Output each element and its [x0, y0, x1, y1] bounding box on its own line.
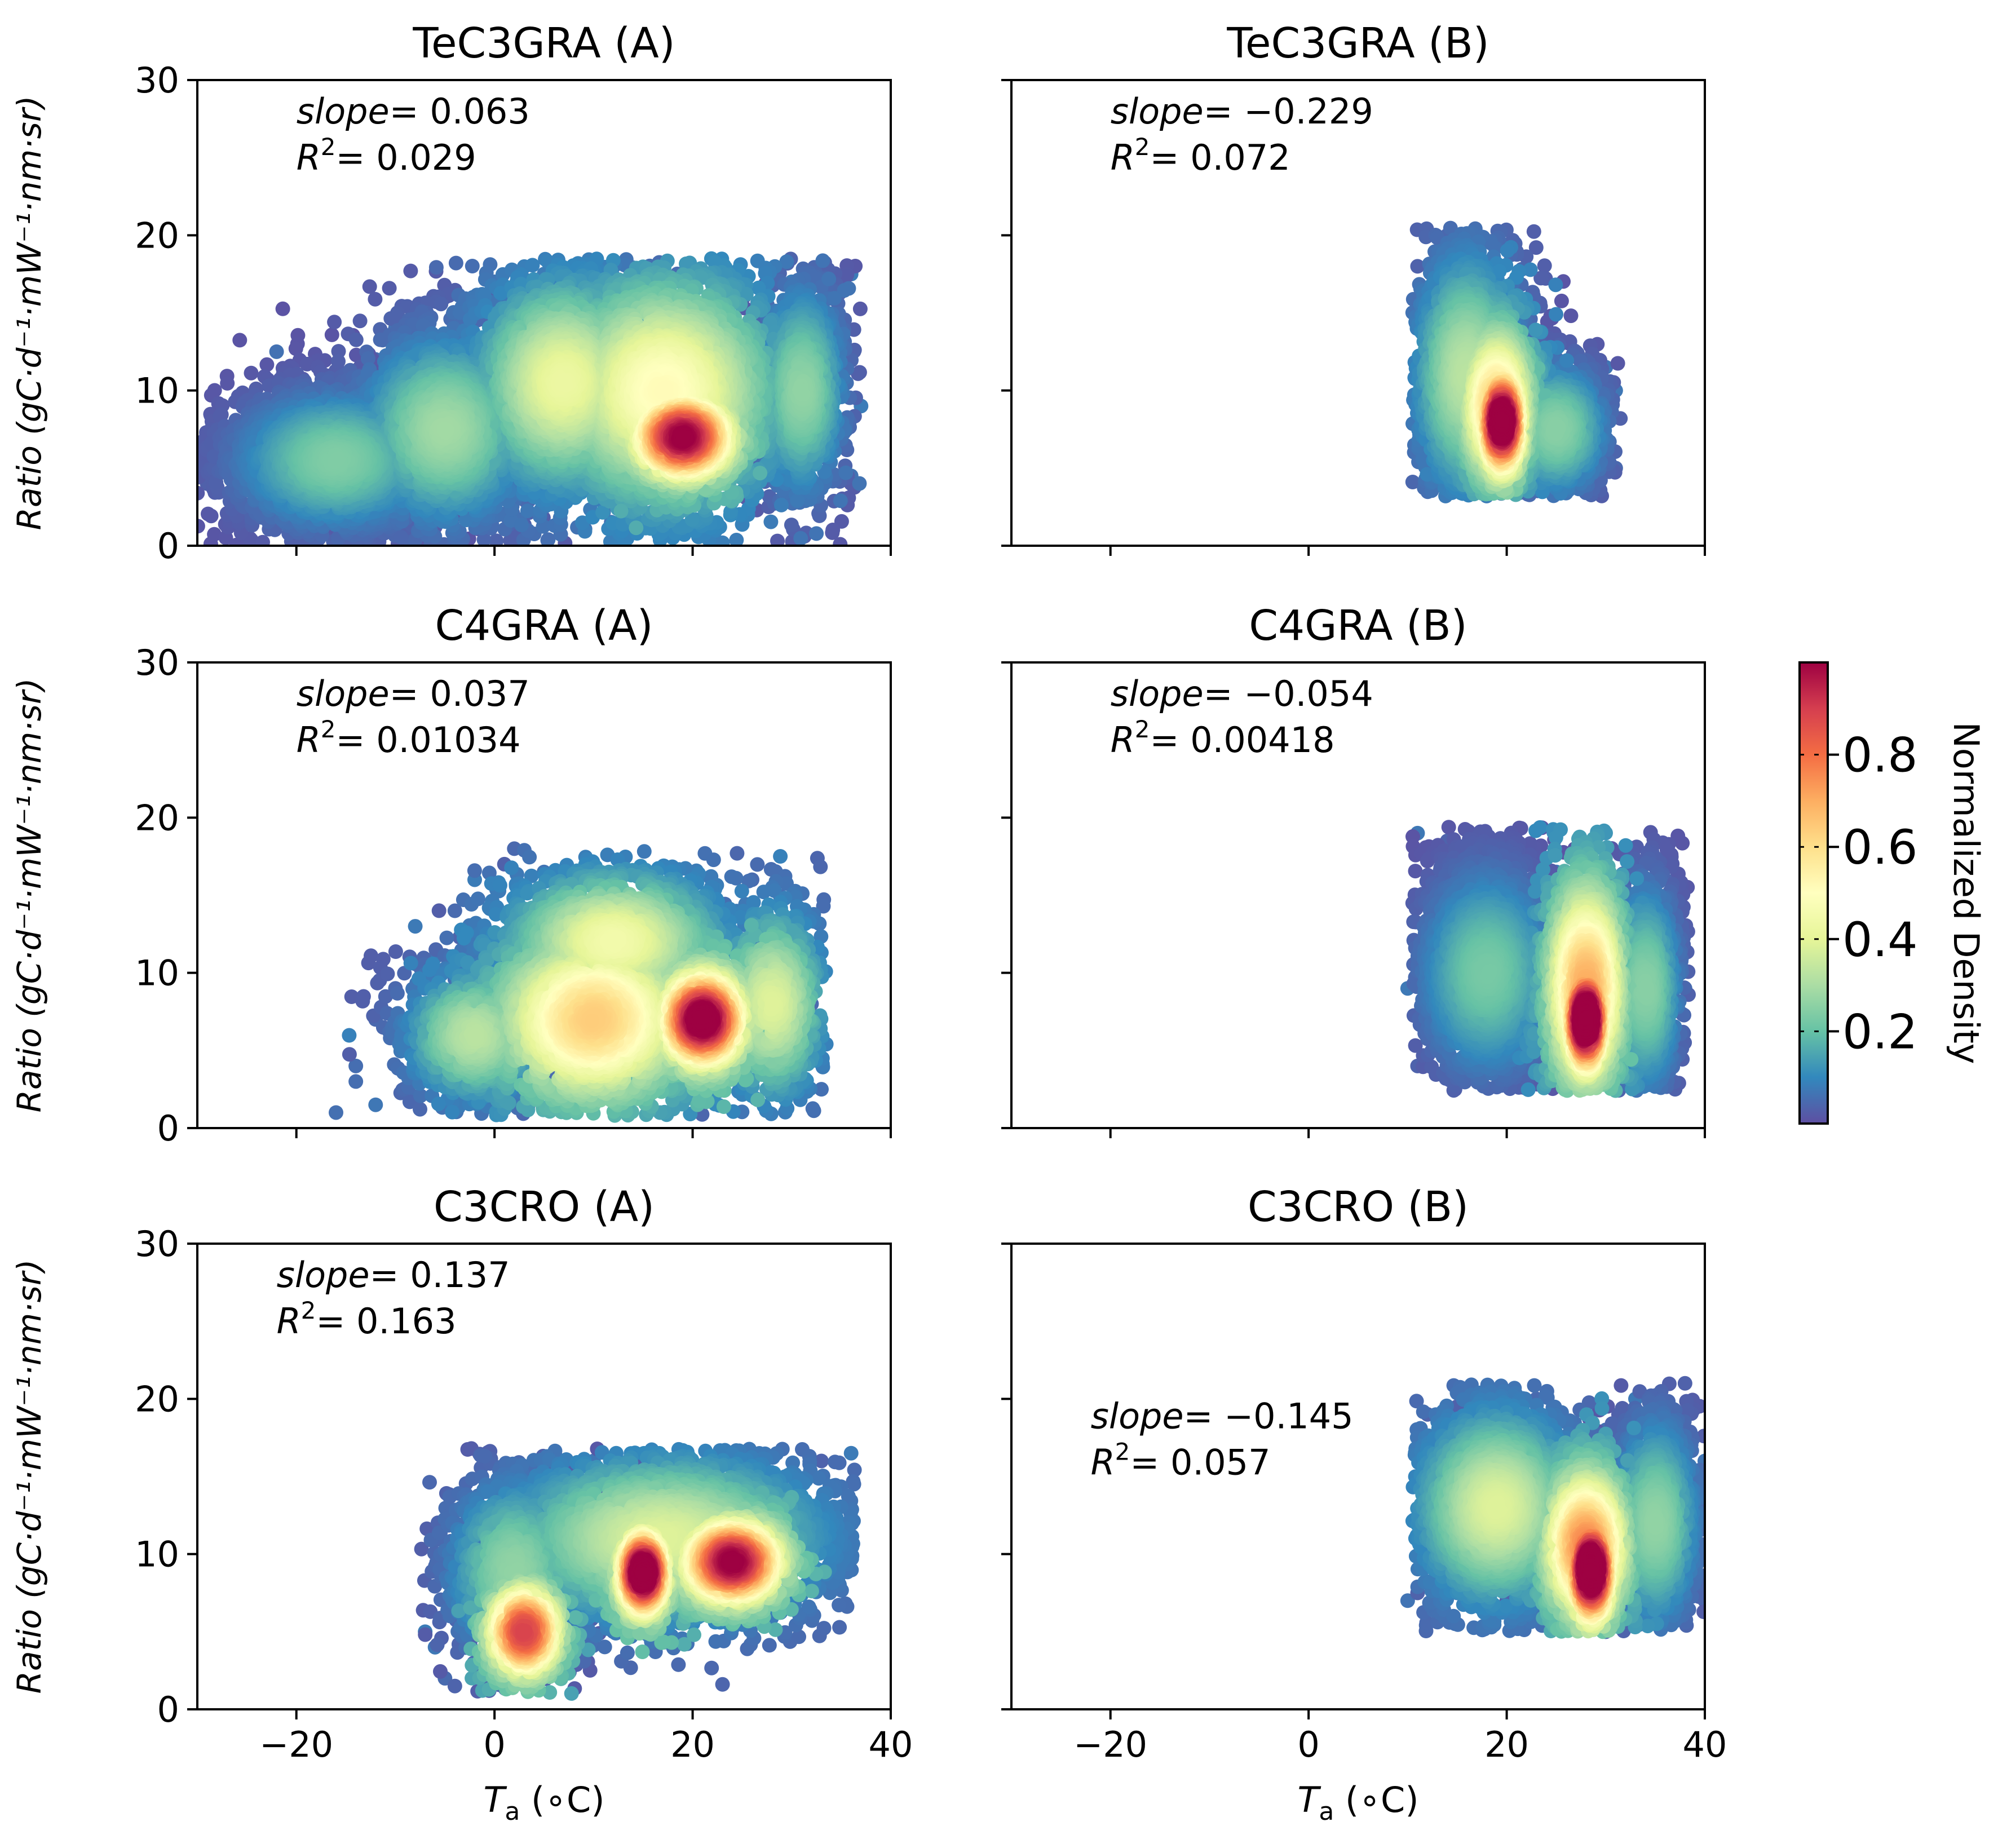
scatter-point — [793, 530, 808, 546]
scatter-point — [382, 281, 397, 296]
scatter-point — [269, 344, 284, 359]
scatter-point — [197, 519, 205, 534]
scatter-point — [275, 301, 290, 316]
scatter-points — [197, 251, 869, 546]
scatter-point — [833, 493, 848, 509]
scatter-point — [827, 291, 842, 306]
scatter-point — [629, 520, 644, 536]
scatter-point — [331, 354, 346, 369]
scatter-point — [520, 503, 535, 519]
scatter-point — [204, 509, 219, 524]
scatter-point — [465, 259, 480, 273]
scatter-point — [362, 279, 377, 294]
scatter-point — [773, 497, 789, 512]
scatter-point — [232, 333, 247, 348]
scatter-point — [434, 297, 449, 312]
scatter-point — [259, 357, 275, 372]
scatter-point — [753, 466, 768, 481]
scatter-point — [197, 485, 205, 501]
scatter-point — [220, 375, 235, 391]
scatter-point — [352, 313, 368, 329]
scatter-point — [815, 253, 830, 268]
scatter-point — [784, 518, 799, 533]
scatter-point — [763, 514, 779, 529]
scatter-point — [324, 327, 339, 342]
scatter-point — [809, 526, 824, 541]
scatter-point — [770, 533, 785, 546]
scatter-point — [388, 308, 404, 324]
scatter-point — [851, 366, 865, 381]
scatter-point — [852, 476, 867, 491]
scatter-point — [613, 503, 629, 519]
scatter-point — [514, 518, 529, 533]
scatter-point — [448, 255, 463, 271]
scatter-point — [525, 258, 540, 273]
scatter-point — [403, 263, 418, 278]
scatter-point — [348, 332, 364, 347]
scatter-point — [852, 301, 868, 316]
scatter-point — [833, 537, 848, 546]
scatter-point — [368, 291, 383, 307]
scatter-point — [288, 341, 303, 356]
scatter-point — [489, 533, 504, 546]
scatter-point — [821, 271, 837, 286]
scatter-point — [255, 534, 270, 546]
scatter-point — [790, 493, 805, 509]
scatter-point — [825, 523, 841, 537]
scatter-point — [838, 269, 854, 284]
scatter-point — [244, 365, 259, 381]
scatter-point — [838, 465, 854, 480]
scatter-point — [428, 260, 444, 275]
scatter-point — [207, 527, 222, 542]
scatter-point — [327, 315, 342, 330]
